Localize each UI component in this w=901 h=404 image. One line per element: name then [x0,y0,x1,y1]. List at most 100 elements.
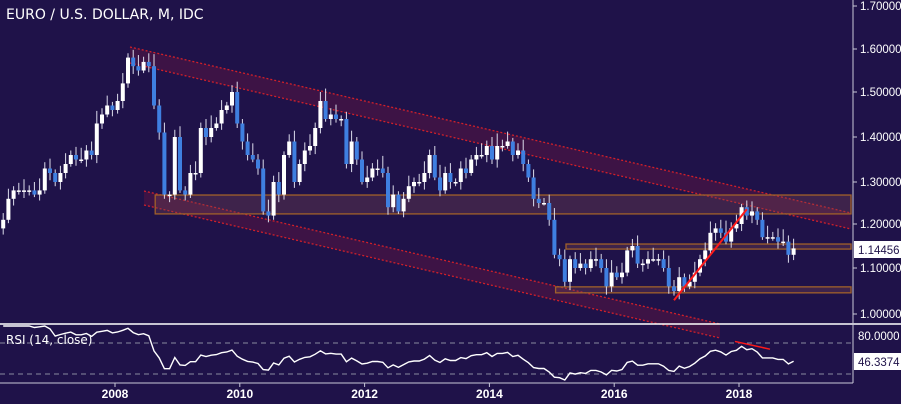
candle-body [193,173,198,175]
candle-body [365,177,370,182]
candle [224,101,229,114]
candle-body [219,110,224,124]
candle-body [63,164,68,173]
candle-body [48,168,52,173]
candle [157,99,162,140]
candle [37,178,42,201]
candle [661,250,666,272]
candle [568,255,572,291]
candle [58,165,63,190]
candle [547,194,552,226]
candle [209,115,214,143]
price-zone [154,194,852,215]
candle-body [344,119,349,164]
candle-body [438,177,442,191]
candle [313,122,318,155]
time-axis[interactable]: 2008 2010 2012 2014 2016 2018 [102,383,753,401]
candle-body [214,123,219,128]
candle [115,93,120,114]
price-tick-label: 1.00000 [860,309,901,321]
candle [630,238,635,258]
candle [500,139,505,152]
candle [412,177,416,193]
candle [713,223,718,241]
candle [266,199,271,223]
candle-body [297,164,302,182]
candle [781,229,786,246]
candle [84,145,89,167]
candle-body [204,128,208,137]
candle-body [131,57,136,67]
candle [750,201,754,224]
candle-body [308,146,312,151]
candle [386,166,390,215]
candle-body [209,128,214,137]
price-tick-label: 1.60000 [860,44,901,56]
candle-body [126,57,130,84]
candle-body [484,146,489,155]
candle-body [781,241,786,244]
candle [391,185,396,213]
candle [427,149,432,179]
candle [235,81,240,128]
candle-body [323,101,328,119]
candle-body [557,254,562,260]
candle [271,175,276,220]
candle [620,262,624,284]
candle [656,253,661,266]
candle [16,182,21,195]
candle [375,159,380,176]
chart-title: EURO / U.S. DOLLAR, M, IDC [6,7,204,23]
candle [110,101,115,117]
candle [68,150,73,167]
price-zone [554,286,852,294]
candle-body [328,114,333,119]
candle-body [32,190,37,195]
candle [396,191,401,214]
candle [188,164,193,198]
candle-body [250,155,255,160]
candle [11,186,16,206]
candle-body [724,232,728,242]
candle-body [448,173,453,182]
candle [276,172,281,203]
candle-body [1,219,6,229]
candle-body [687,281,692,287]
candle [214,117,219,131]
candle [292,130,297,188]
candle-body [718,228,723,233]
candle-body [656,259,661,261]
candle-body [16,190,21,192]
candle [240,119,245,150]
candle [625,246,630,277]
lower-channel [143,190,721,339]
candle-body [349,141,354,164]
candle [640,259,645,272]
year-label: 2018 [726,387,753,401]
year-label: 2016 [601,387,628,401]
rsi-label: RSI (14, close) [6,333,93,347]
candle-body [313,128,318,146]
candle [401,192,406,218]
candle-body [474,155,479,160]
candle-body [406,186,411,199]
candle-body [58,173,63,182]
price-axis[interactable]: 1.70000 1.60000 1.50000 1.40000 1.30000 1.200… [853,1,901,321]
candle [287,134,292,158]
candle [729,222,734,248]
candle-body [510,141,515,155]
candle-body [110,105,115,110]
candle [183,186,188,201]
candle-body [230,92,234,106]
candle [417,173,422,187]
candle-body [360,159,364,182]
candle-body [744,207,749,216]
candle [479,143,484,159]
candle-body [531,177,536,199]
price-tick-label: 1.30000 [860,177,901,189]
candle [666,255,671,294]
candle [651,247,656,262]
candle-body [729,228,734,242]
candle [27,185,32,196]
